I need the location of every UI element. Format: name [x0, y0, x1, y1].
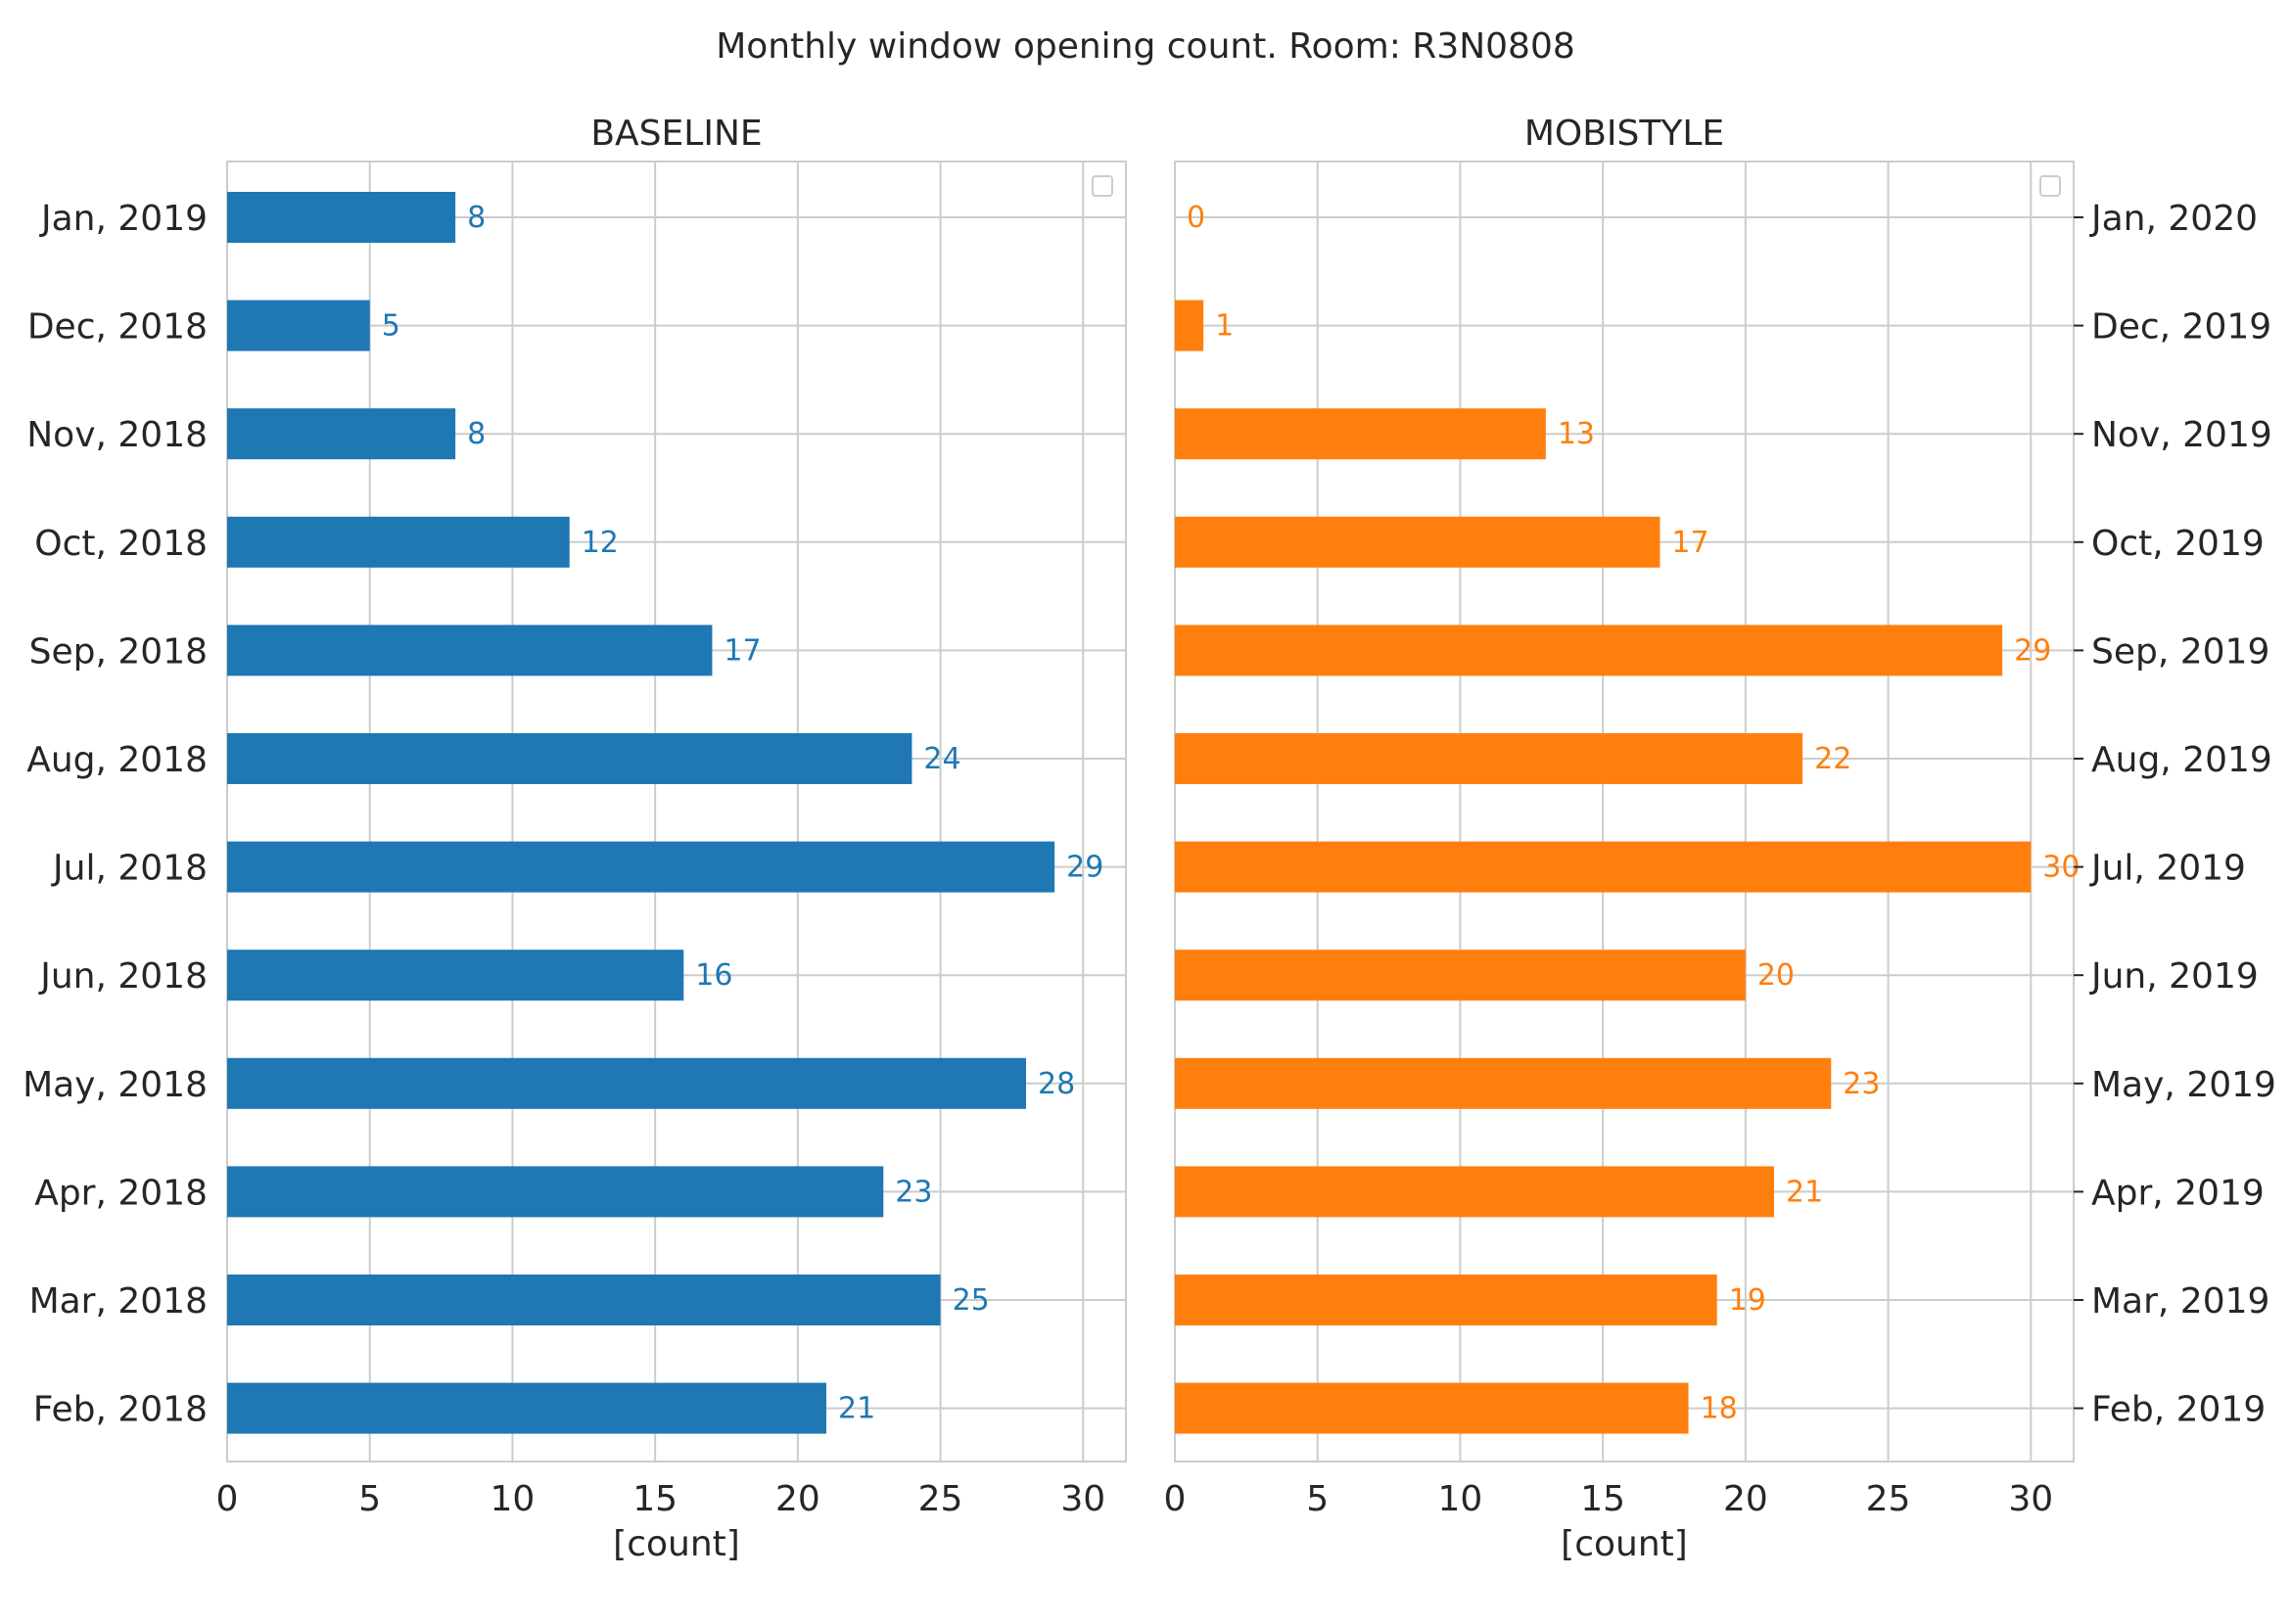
baseline-value-label: 12 — [582, 526, 619, 560]
mobistyle-value-label: 22 — [1814, 742, 1851, 776]
baseline-category-label: Oct, 2018 — [34, 524, 208, 564]
mobistyle-bar — [1175, 1057, 1832, 1109]
mobistyle-xtick-label: 5 — [1306, 1479, 1329, 1519]
figure-title: Monthly window opening count. Room: R3N0… — [716, 26, 1575, 67]
baseline-value-label: 23 — [895, 1175, 932, 1209]
mobistyle-panel: MOBISTYLE 0 Jan, 2020 1 Dec, 2019 13 Nov, 2019… — [1164, 114, 2276, 1564]
baseline-category-label: May, 2018 — [23, 1065, 208, 1105]
mobistyle-value-label: 17 — [1671, 526, 1708, 560]
baseline-bar — [227, 1166, 884, 1218]
baseline-xtick-label: 15 — [632, 1479, 678, 1519]
mobistyle-value-label: 18 — [1701, 1392, 1738, 1426]
baseline-value-label: 17 — [724, 633, 761, 668]
mobistyle-xtick-label: 30 — [2008, 1479, 2053, 1519]
baseline-value-label: 24 — [923, 742, 960, 776]
mobistyle-bar — [1175, 300, 1204, 351]
mobistyle-value-label: 13 — [1558, 417, 1595, 451]
baseline-panel: BASELINE 8 Jan, 2019 5 Dec, 2018 8 Nov, 2018 12… — [23, 114, 1127, 1564]
mobistyle-xtick-label: 20 — [1723, 1479, 1768, 1519]
mobistyle-bar — [1175, 1275, 1717, 1325]
baseline-bar — [227, 841, 1055, 893]
baseline-bar — [227, 733, 912, 784]
mobistyle-category-label: Mar, 2019 — [2091, 1281, 2269, 1322]
baseline-value-label: 5 — [382, 309, 400, 344]
mobistyle-bar — [1175, 625, 2003, 676]
baseline-value-label: 21 — [838, 1392, 875, 1426]
mobistyle-category-label: May, 2019 — [2091, 1065, 2276, 1105]
mobistyle-xtick-label: 0 — [1164, 1479, 1187, 1519]
baseline-xtick-label: 5 — [358, 1479, 381, 1519]
mobistyle-category-label: Jan, 2020 — [2089, 199, 2258, 239]
baseline-category-label: Jan, 2019 — [39, 199, 208, 239]
baseline-bar — [227, 1275, 941, 1325]
mobistyle-category-label: Nov, 2019 — [2091, 415, 2272, 455]
mobistyle-xtick-label: 25 — [1866, 1479, 1911, 1519]
mobistyle-xaxis-label: [count] — [1561, 1524, 1688, 1564]
mobistyle-value-label: 21 — [1786, 1175, 1823, 1209]
baseline-bar — [227, 950, 684, 1001]
baseline-category-label: Mar, 2018 — [29, 1281, 208, 1322]
mobistyle-value-label: 20 — [1757, 958, 1795, 993]
mobistyle-value-label: 23 — [1843, 1067, 1880, 1101]
baseline-value-label: 16 — [695, 958, 732, 993]
baseline-legend-box — [1092, 175, 1113, 197]
mobistyle-xtick-label: 10 — [1438, 1479, 1483, 1519]
baseline-bar — [227, 192, 456, 243]
baseline-xtick-label: 25 — [918, 1479, 963, 1519]
mobistyle-bar — [1175, 516, 1660, 568]
baseline-bar — [227, 1382, 826, 1434]
baseline-category-label: Nov, 2018 — [26, 415, 208, 455]
mobistyle-bar — [1175, 1166, 1774, 1218]
baseline-xtick-label: 30 — [1060, 1479, 1105, 1519]
baseline-panel-title: BASELINE — [590, 114, 762, 154]
baseline-value-label: 25 — [953, 1283, 990, 1318]
baseline-xaxis-label: [count] — [613, 1524, 740, 1564]
mobistyle-plot-frame — [1174, 161, 2075, 1462]
mobistyle-bar — [1175, 408, 1546, 460]
mobistyle-category-label: Jun, 2019 — [2089, 956, 2259, 997]
mobistyle-value-label: 1 — [1215, 309, 1234, 344]
mobistyle-legend-box — [2039, 175, 2061, 197]
mobistyle-xtick-label: 15 — [1580, 1479, 1625, 1519]
baseline-plot-frame — [226, 161, 1127, 1462]
mobistyle-category-label: Dec, 2019 — [2091, 307, 2271, 348]
baseline-xtick-label: 10 — [491, 1479, 536, 1519]
mobistyle-category-label: Apr, 2019 — [2091, 1173, 2265, 1213]
mobistyle-bar — [1175, 733, 1803, 784]
baseline-xtick-label: 0 — [216, 1479, 239, 1519]
mobistyle-category-label: Feb, 2019 — [2091, 1390, 2266, 1430]
baseline-category-label: Jun, 2018 — [38, 956, 208, 997]
mobistyle-bar — [1175, 841, 2032, 893]
baseline-value-label: 8 — [467, 417, 486, 451]
baseline-xtick-label: 20 — [775, 1479, 820, 1519]
baseline-value-label: 29 — [1066, 851, 1103, 885]
mobistyle-category-label: Sep, 2019 — [2091, 631, 2269, 672]
baseline-category-label: Sep, 2018 — [29, 631, 208, 672]
mobistyle-panel-title: MOBISTYLE — [1524, 114, 1724, 154]
baseline-bar — [227, 300, 370, 351]
baseline-category-label: Aug, 2018 — [26, 740, 208, 780]
mobistyle-category-label: Jul, 2019 — [2089, 849, 2246, 889]
baseline-category-label: Apr, 2018 — [34, 1173, 208, 1213]
baseline-category-label: Dec, 2018 — [27, 307, 208, 348]
mobistyle-value-label: 0 — [1187, 201, 1205, 235]
baseline-value-label: 28 — [1038, 1067, 1075, 1101]
baseline-bar — [227, 516, 570, 568]
baseline-bar — [227, 625, 713, 676]
mobistyle-category-label: Oct, 2019 — [2091, 524, 2265, 564]
mobistyle-bar — [1175, 950, 1746, 1001]
mobistyle-value-label: 19 — [1729, 1283, 1766, 1318]
mobistyle-category-label: Aug, 2019 — [2091, 740, 2272, 780]
baseline-category-label: Feb, 2018 — [33, 1390, 208, 1430]
baseline-value-label: 8 — [467, 201, 486, 235]
baseline-bar — [227, 1057, 1026, 1109]
baseline-category-label: Jul, 2018 — [51, 849, 208, 889]
mobistyle-value-label: 29 — [2014, 633, 2051, 668]
mobistyle-bar — [1175, 1382, 1689, 1434]
baseline-bar — [227, 408, 456, 460]
